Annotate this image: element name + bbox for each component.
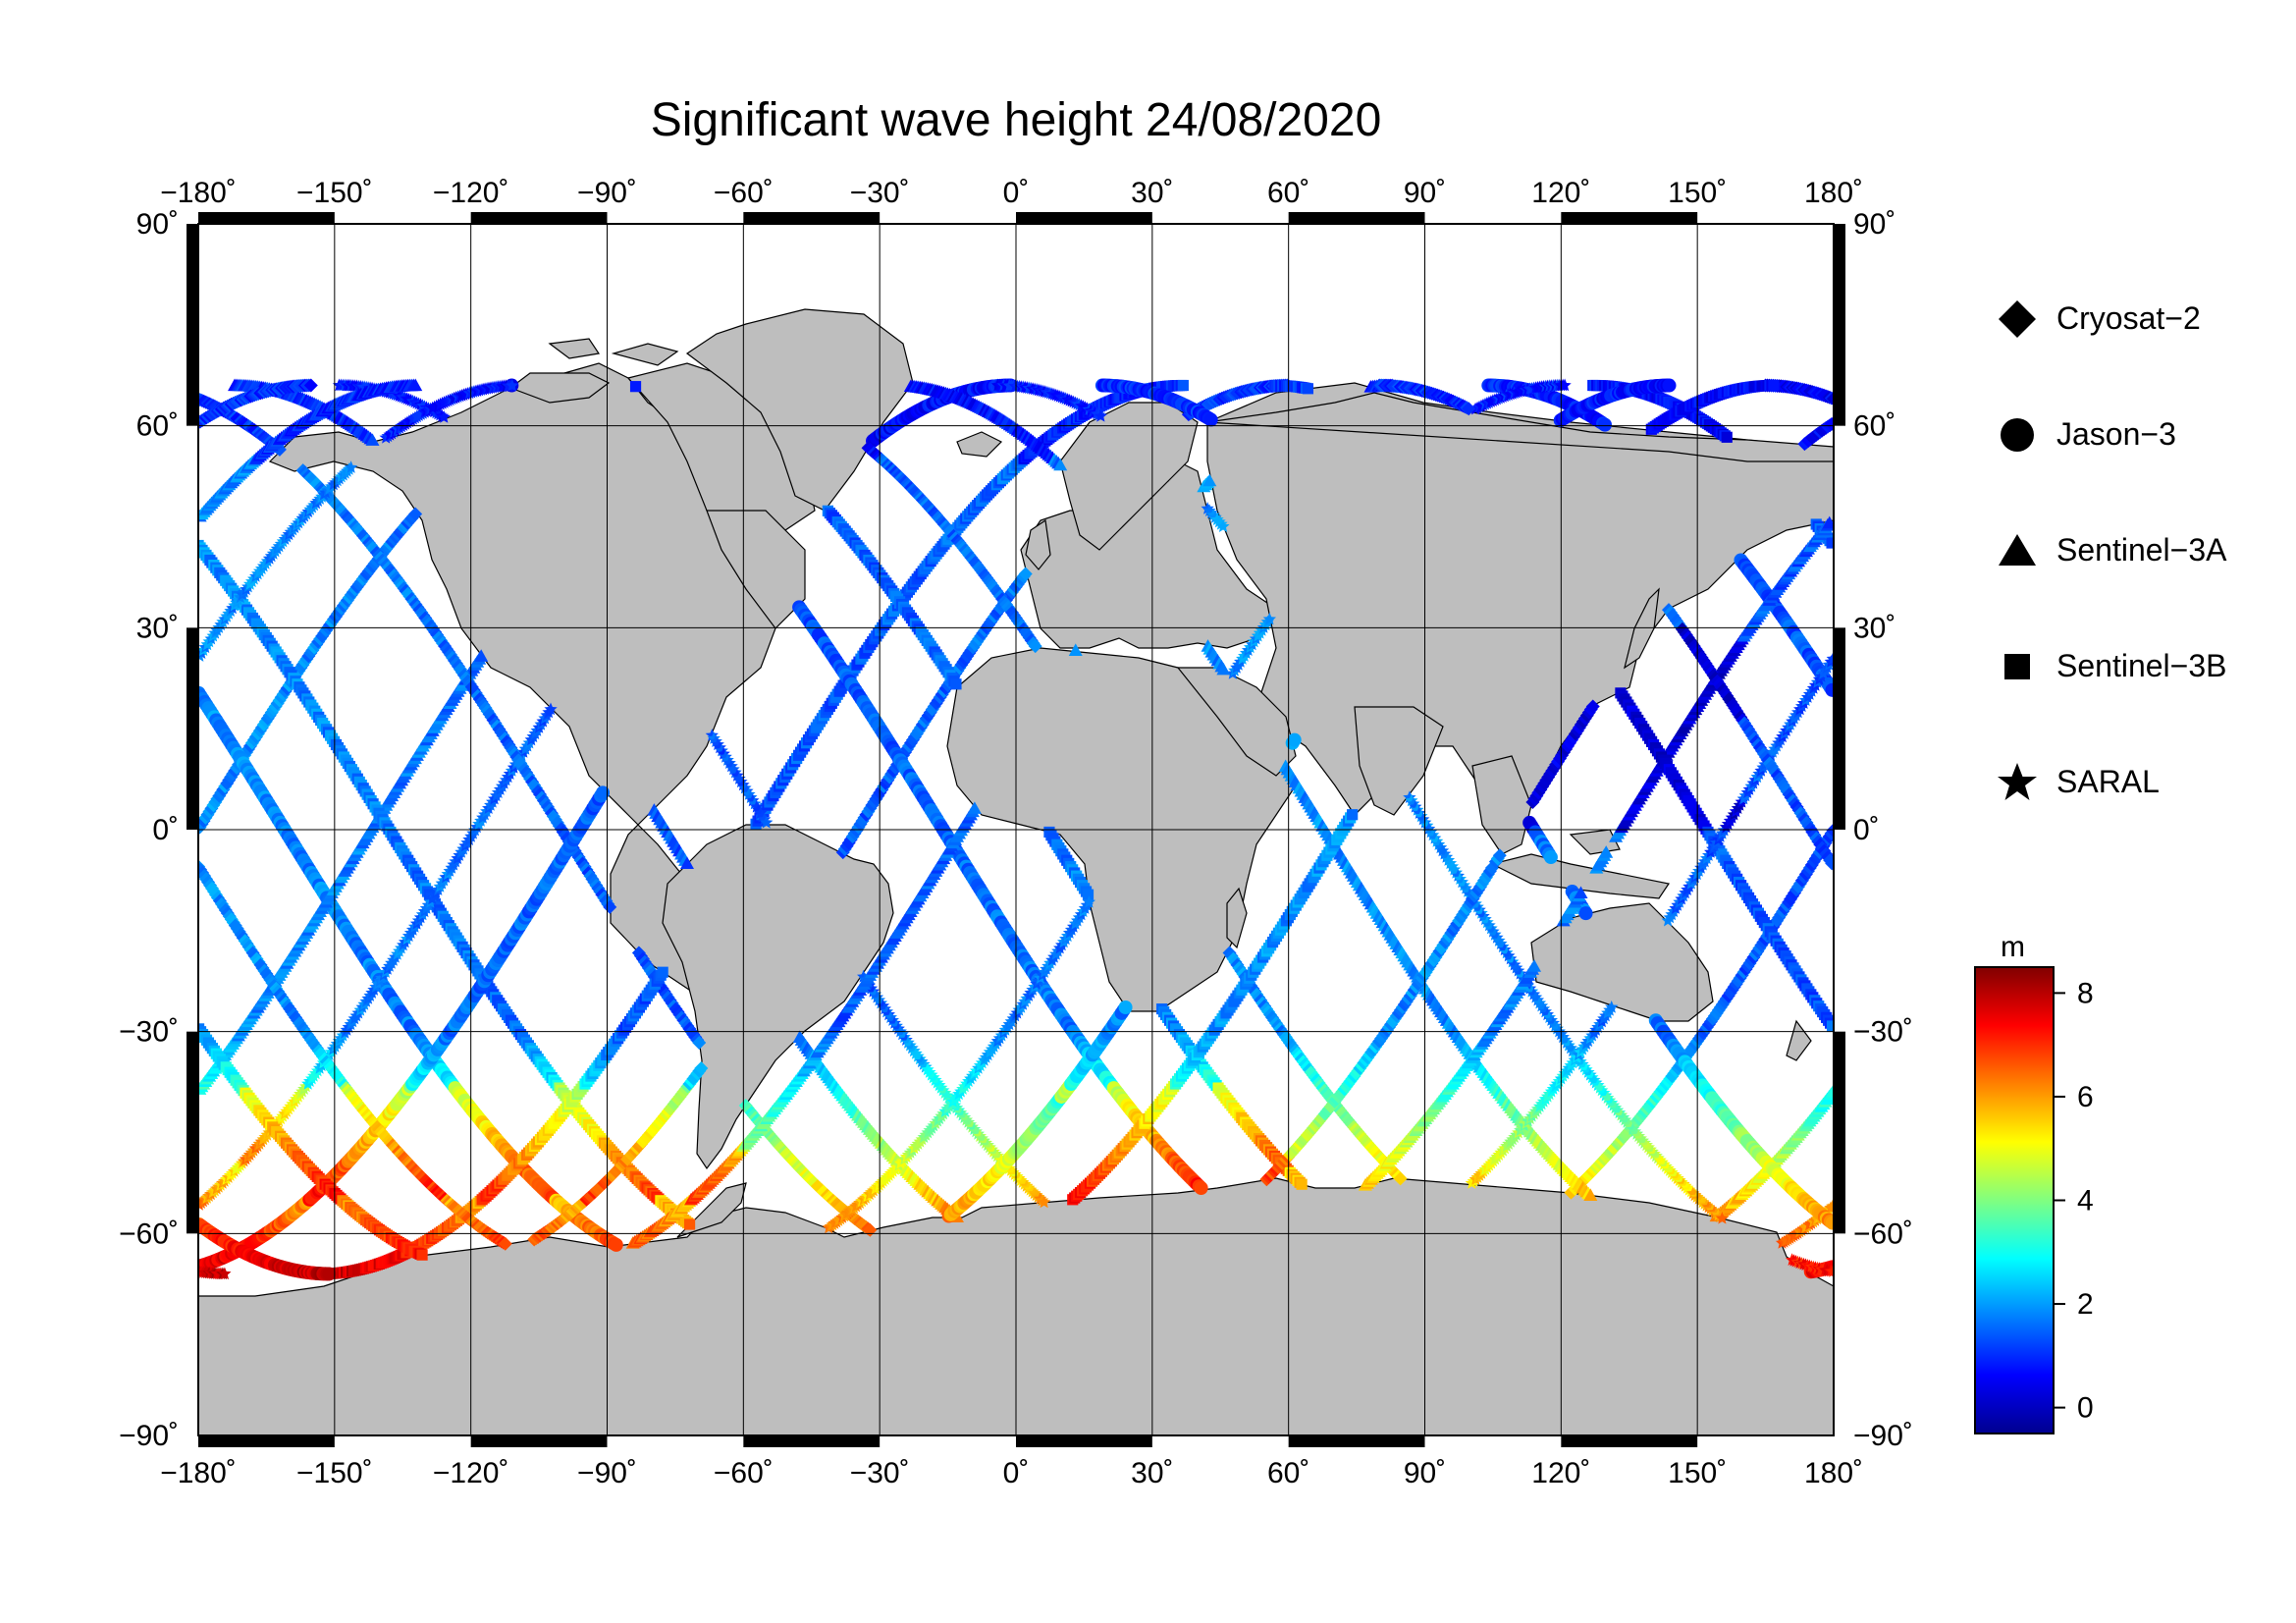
track-sample-mark <box>1721 431 1733 443</box>
track-sample-mark <box>1194 1181 1208 1196</box>
track-sample-mark <box>1826 823 1834 838</box>
map-area: −180˚ −150˚ −120˚ −90˚ −60˚ −30˚ 0˚ 30˚ 60˚ 90˚ 12… <box>119 177 1913 1489</box>
land-south-america <box>662 824 894 1170</box>
land-madagascar <box>1226 887 1248 949</box>
land-canada-east <box>706 510 806 629</box>
track-sample-mark <box>408 507 423 521</box>
track-sample-mark <box>474 649 489 662</box>
track-sample-mark <box>1826 392 1834 406</box>
track-sample-mark <box>657 966 668 978</box>
land-uk <box>1025 518 1051 570</box>
land-australia <box>1530 902 1714 1022</box>
track-sample-mark <box>1118 1000 1133 1014</box>
track-sample-mark <box>1287 732 1302 747</box>
land-new-zealand <box>1786 1019 1812 1061</box>
land-japan <box>1624 587 1660 670</box>
land-siberia <box>1206 392 1834 462</box>
track-sample-mark <box>1296 1178 1308 1190</box>
track-sample-mark <box>1826 1084 1834 1098</box>
satellite-tracks <box>198 378 1834 1281</box>
track-sample-mark <box>950 678 962 690</box>
track-sample-mark <box>629 381 642 393</box>
track-sample-mark <box>1826 1199 1834 1213</box>
track-sample-mark <box>1597 417 1612 432</box>
track-sample-mark <box>1826 537 1834 549</box>
track-sample-mark <box>544 702 558 716</box>
track-sample-mark <box>1177 379 1189 392</box>
track-sample-mark <box>1825 682 1834 697</box>
track-sample-mark <box>609 1237 623 1252</box>
track-sample-mark <box>1347 809 1359 821</box>
land-arctic-islands <box>508 338 679 404</box>
track-sample-mark <box>683 1218 696 1230</box>
land-iceland <box>956 431 1003 458</box>
land-scandinavia <box>1059 402 1199 551</box>
track-sample-mark <box>1768 379 1780 392</box>
track-sample-mark <box>1662 378 1677 393</box>
